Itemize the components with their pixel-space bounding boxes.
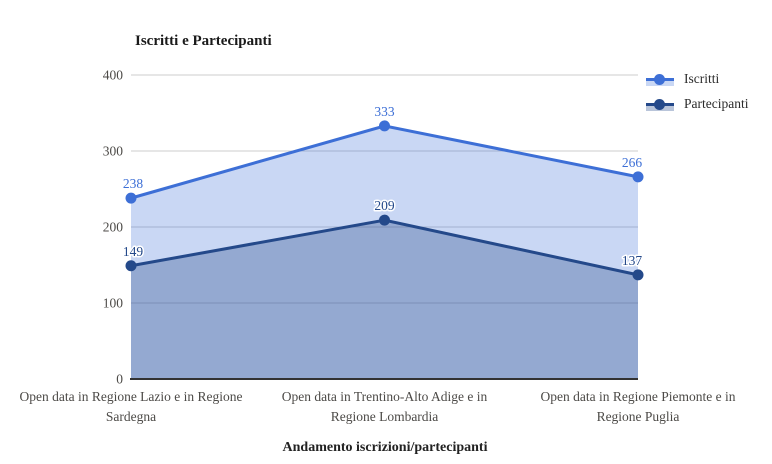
legend-entry-iscritti: Iscritti xyxy=(646,71,748,87)
data-point-partecipanti[interactable] xyxy=(379,214,390,226)
legend-label-partecipanti: Partecipanti xyxy=(684,96,749,111)
series-area-iscritti xyxy=(131,125,638,379)
legend-swatch-iscritti xyxy=(646,72,674,86)
legend-label-iscritti: Iscritti xyxy=(684,71,720,86)
point-value-label: 333 xyxy=(374,104,395,119)
y-tick-label: 200 xyxy=(103,220,124,235)
legend-point-icon xyxy=(654,98,665,110)
x-axis-title: Andamento iscrizioni/partecipanti xyxy=(282,440,488,455)
data-point-iscritti[interactable] xyxy=(632,171,644,183)
point-value-label: 137 xyxy=(622,253,643,268)
point-value-label: 266 xyxy=(622,155,643,170)
legend-point-icon xyxy=(654,73,665,85)
series-area-partecipanti xyxy=(131,220,638,379)
data-point-iscritti[interactable] xyxy=(125,192,137,204)
data-point-partecipanti[interactable] xyxy=(125,260,137,272)
legend-entry-partecipanti: Partecipanti xyxy=(646,96,748,112)
point-value-label: 209 xyxy=(374,198,395,213)
x-category-label: Open data in Regione Piemonte e in Regio… xyxy=(540,389,736,424)
y-tick-label: 100 xyxy=(103,296,124,311)
y-tick-label: 400 xyxy=(103,68,124,83)
chart-title: Iscritti e Partecipanti xyxy=(135,33,272,49)
y-tick-label: 300 xyxy=(103,144,124,159)
point-value-label: 149 xyxy=(123,244,144,259)
x-category-label: Open data in Regione Lazio e in Regione … xyxy=(19,389,243,424)
y-tick-label: 0 xyxy=(116,372,123,387)
legend: Iscritti Partecipanti xyxy=(646,71,748,121)
legend-swatch-partecipanti xyxy=(646,97,674,111)
point-value-label: 238 xyxy=(123,176,144,191)
data-point-partecipanti[interactable] xyxy=(632,269,644,281)
data-point-iscritti[interactable] xyxy=(379,120,390,132)
x-category-label: Open data in Trentino-Alto Adige e in Re… xyxy=(281,389,488,424)
